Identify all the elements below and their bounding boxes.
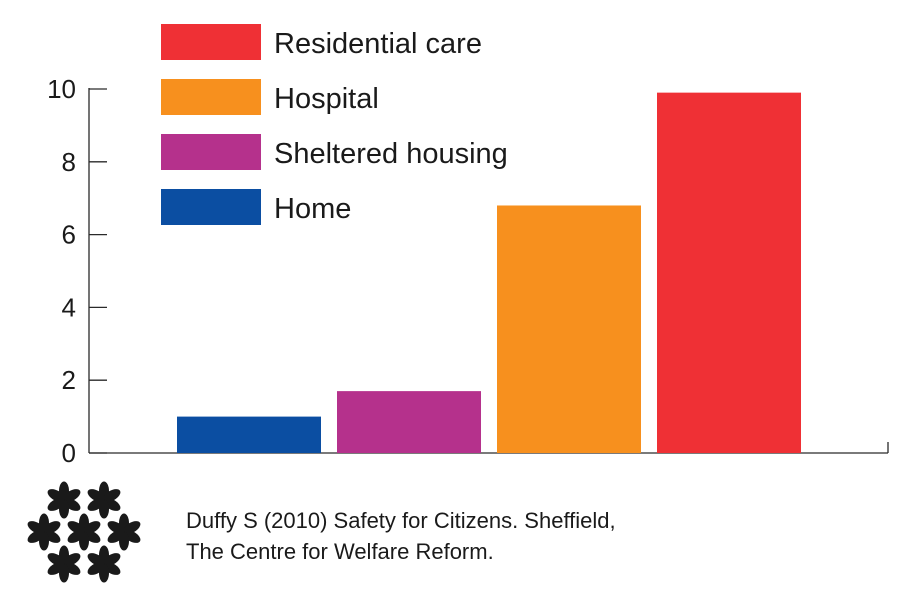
logo-flower (47, 481, 81, 519)
citation-line-1: Duffy S (2010) Safety for Citizens. Shef… (186, 508, 616, 533)
citation: Duffy S (2010) Safety for Citizens. Shef… (186, 505, 616, 567)
logo-petal (87, 553, 105, 566)
chart-bars (177, 92, 801, 453)
logo-petal (47, 553, 65, 566)
logo-petal (67, 521, 85, 534)
logo-petal (123, 530, 141, 543)
logo-petal (103, 498, 121, 511)
logo-flower (87, 481, 121, 519)
legend-label: Home (274, 193, 351, 225)
y-tick-label: 0 (62, 438, 76, 468)
logo-flower (67, 513, 101, 551)
bar-hospital (497, 205, 641, 453)
logo-flower (107, 513, 141, 551)
bar-home (177, 416, 321, 453)
logo-petal (107, 521, 125, 534)
logo-petals (27, 481, 141, 583)
logo-petal (43, 530, 61, 543)
bar-sheltered-housing (337, 391, 481, 453)
y-tick-label: 4 (62, 292, 76, 322)
logo-petal (47, 489, 65, 502)
logo-petal (103, 562, 121, 575)
logo-petal (83, 530, 101, 543)
logo-petal (87, 489, 105, 502)
y-tick-label: 6 (62, 220, 76, 250)
logo-flower (87, 545, 121, 583)
bar-residential-care (657, 92, 801, 453)
flower-cluster-icon (27, 481, 141, 583)
logo-petal (27, 521, 45, 534)
logo-petal (63, 562, 81, 575)
legend-label: Sheltered housing (274, 138, 508, 170)
citation-line-2: The Centre for Welfare Reform. (186, 539, 494, 564)
chart-legend: Residential care Hospital Sheltered housin… (161, 24, 508, 225)
legend-swatch (161, 79, 261, 115)
logo-flower (47, 545, 81, 583)
y-tick-label: 10 (47, 74, 76, 104)
legend-label: Residential care (274, 28, 482, 60)
legend-swatch (161, 134, 261, 170)
y-tick-label: 2 (62, 365, 76, 395)
logo-flower (27, 513, 61, 551)
legend-label: Hospital (274, 83, 379, 115)
y-tick-label: 8 (62, 147, 76, 177)
legend-swatch (161, 24, 261, 60)
legend-swatch (161, 189, 261, 225)
logo-petal (63, 498, 81, 511)
